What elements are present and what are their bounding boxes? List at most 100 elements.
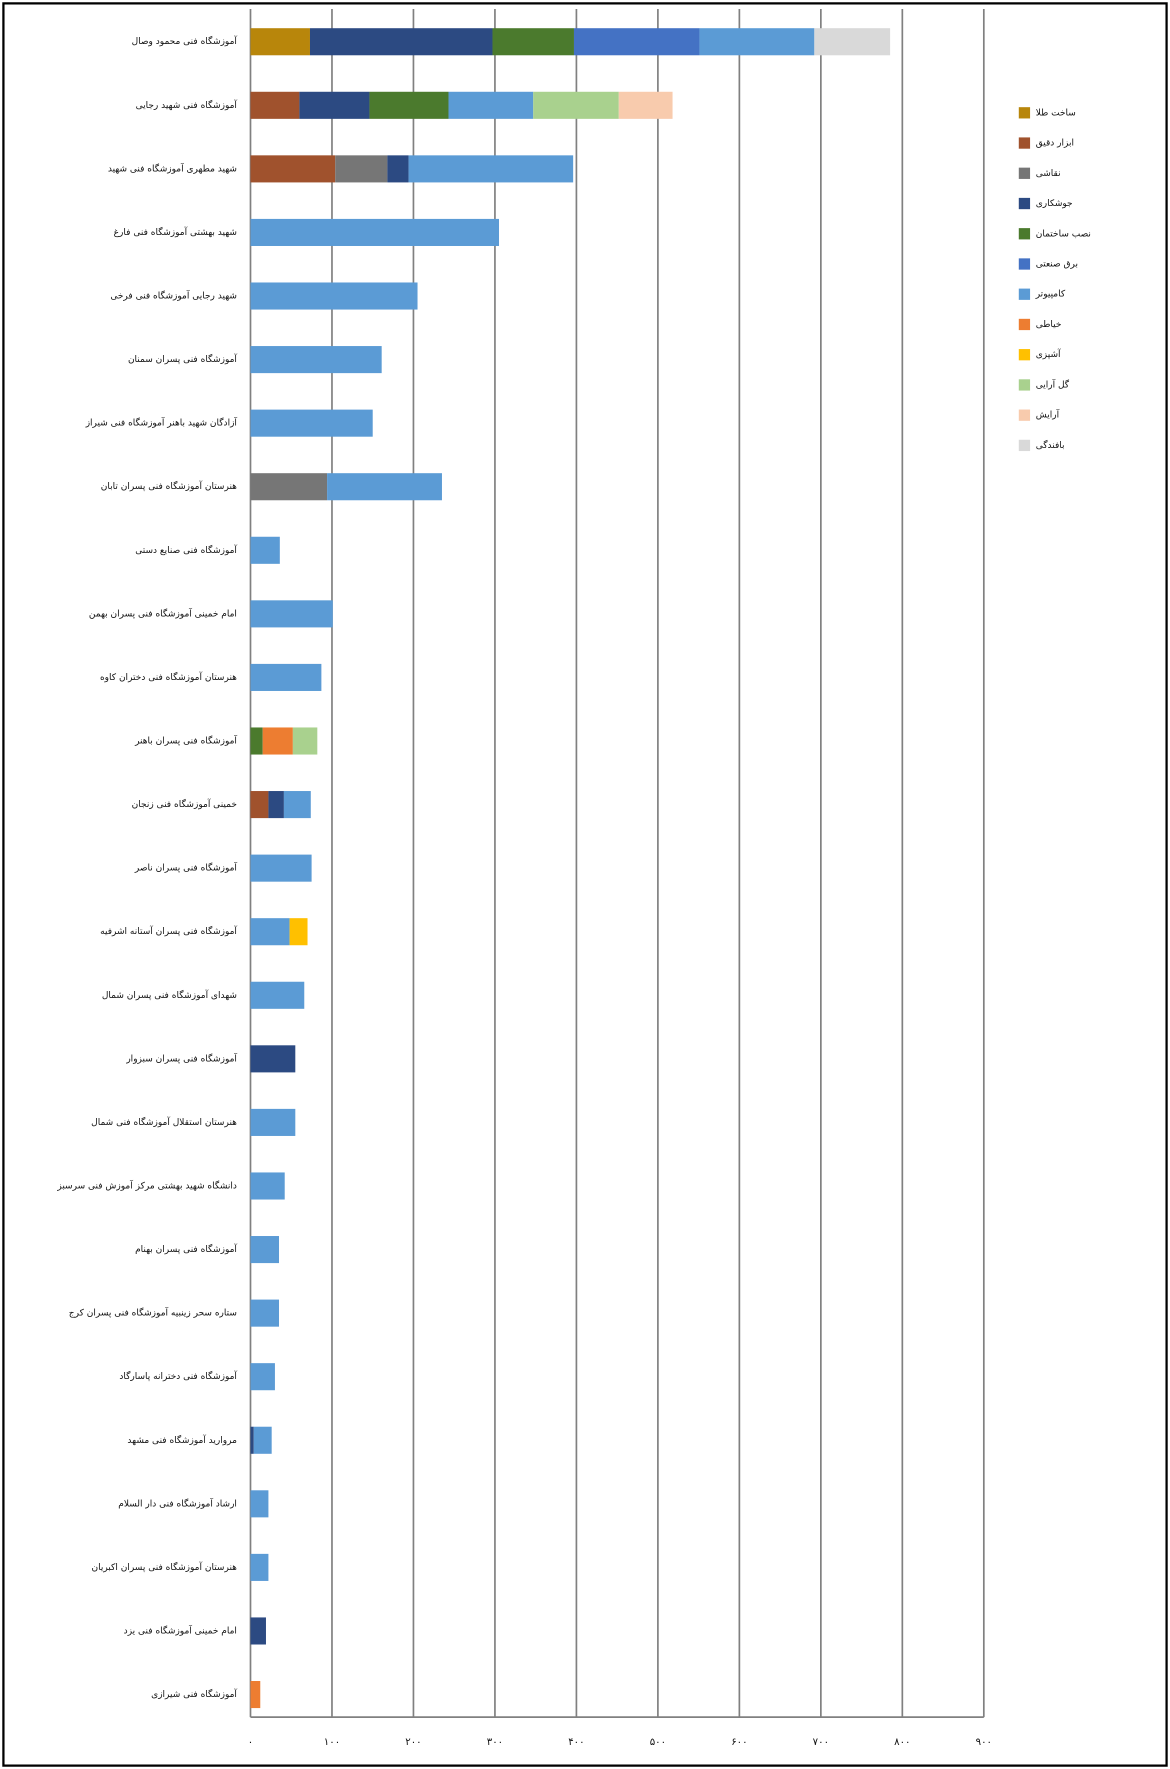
legend-swatch <box>1018 107 1031 119</box>
y-tick-label: امام خمینی آموزشگاه فنی یزد <box>124 1624 237 1636</box>
x-tick-label: ۰ <box>248 1737 253 1748</box>
y-tick-label: آموزشگاه فنی شهید رجایی <box>136 99 238 111</box>
y-tick-label: آموزشگاه فنی شیرازی <box>151 1688 237 1700</box>
bar-segment <box>250 473 328 501</box>
legend-label: آرایش <box>1036 409 1060 421</box>
legend-swatch <box>1018 318 1031 331</box>
legend-swatch <box>1018 288 1031 300</box>
y-tick-label: آموزشگاه فنی صنایع دستی <box>135 544 237 556</box>
bar-segment <box>250 28 310 56</box>
legend-swatch <box>1018 379 1031 391</box>
bar-segment <box>250 1045 296 1073</box>
legend-swatch <box>1018 258 1031 270</box>
bar-segment <box>250 1681 261 1709</box>
bar-segment <box>250 1299 280 1327</box>
bar-segment <box>448 91 534 119</box>
y-tick-label: مروارید آموزشگاه فنی مشهد <box>127 1434 237 1446</box>
legend-swatch <box>1018 349 1031 361</box>
legend-label: نقاشی <box>1036 169 1061 179</box>
y-tick-label: هنرستان استقلال آموزشگاه فنی شمال <box>91 1116 237 1128</box>
bar-segment <box>250 1172 285 1200</box>
bar-segment <box>327 473 442 501</box>
bar-segment <box>262 727 293 755</box>
y-tick-label: ستاره سحر زینبیه آموزشگاه فنی پسران کرج <box>69 1307 237 1319</box>
y-tick-label: شهید رجایی آموزشگاه فنی فرخی <box>110 290 237 302</box>
legend-label: کامپیوتر <box>1035 290 1066 300</box>
bar-segment <box>299 91 370 119</box>
y-tick-label: خمینی آموزشگاه فنی زنجان <box>132 798 237 810</box>
y-tick-label: دانشگاه شهید بهشتی مرکز آموزش فنی سرسبز <box>56 1179 237 1191</box>
x-tick-label: ۷۰۰ <box>813 1737 829 1748</box>
x-tick-label: ۵۰۰ <box>650 1737 666 1748</box>
bar-segment <box>283 791 311 819</box>
bar-segment <box>250 1426 254 1454</box>
x-tick-label: ۹۰۰ <box>976 1737 992 1748</box>
legend-label: جوشکاری <box>1036 199 1073 209</box>
bar-segment <box>250 282 418 310</box>
bar-segment <box>250 600 333 628</box>
bar-segment <box>250 854 312 882</box>
y-tick-label: امام خمینی آموزشگاه فنی پسران بهمن <box>89 607 237 619</box>
bar-segment <box>250 218 500 246</box>
bar-segment <box>289 918 308 946</box>
bar-segment <box>618 91 673 119</box>
bar-segment <box>292 727 318 755</box>
legend-swatch <box>1018 197 1031 210</box>
y-tick-label: آموزشگاه فنی محمود وصال <box>132 35 238 47</box>
y-tick-label: آموزشگاه فنی پسران باهنر <box>134 735 237 747</box>
bar-segment <box>387 155 409 183</box>
legend-swatch <box>1018 409 1031 421</box>
legend-label: نصب ساختمان <box>1036 229 1091 239</box>
y-tick-label: آزادگان شهید باهنر آموزشگاه فنی شیراز <box>85 417 238 429</box>
y-tick-label: آموزشگاه فنی پسران آستانه اشرفیه <box>100 925 237 937</box>
y-tick-label: آموزشگاه فنی پسران سبزوار <box>125 1052 237 1064</box>
legend-label: ابزار دقیق <box>1036 139 1074 149</box>
bar-segment <box>250 663 322 691</box>
legend-label: آشپزی <box>1036 348 1061 360</box>
legend-label: برق صنعتی <box>1036 259 1078 269</box>
bar-segment <box>250 1363 275 1391</box>
bar-segment <box>250 1108 296 1136</box>
bar-segment <box>250 1236 280 1264</box>
bar-segment <box>250 727 263 755</box>
bar-segment <box>250 409 373 437</box>
bar-segment <box>250 1490 269 1518</box>
bar-segment <box>492 28 574 56</box>
x-tick-label: ۳۰۰ <box>487 1737 503 1748</box>
bar-segment <box>369 91 449 119</box>
bar-segment <box>250 1617 266 1645</box>
bar-segment <box>250 91 300 119</box>
legend-swatch <box>1018 228 1031 240</box>
legend-swatch <box>1018 137 1031 149</box>
bar-segment <box>814 28 891 56</box>
y-tick-label: آموزشگاه فنی پسران بهنام <box>135 1243 237 1255</box>
bar-segment <box>250 1553 269 1581</box>
bar-segment <box>408 155 574 183</box>
y-tick-label: آموزشگاه فنی پسران سمنان <box>128 353 237 365</box>
x-tick-label: ۸۰۰ <box>894 1737 910 1748</box>
legend-swatch <box>1018 167 1031 179</box>
legend-label: ساخت طلا <box>1036 108 1076 118</box>
x-tick-label: ۶۰۰ <box>731 1737 747 1748</box>
x-tick-label: ۲۰۰ <box>405 1737 421 1748</box>
y-tick-label: آموزشگاه فنی دخترانه پاسارگاد <box>119 1370 237 1382</box>
y-tick-label: ارشاد آموزشگاه فنی دار السلام <box>118 1497 237 1509</box>
bar-segment <box>268 791 284 819</box>
y-tick-label: شهدای آموزشگاه فنی پسران شمال <box>102 989 237 1001</box>
x-tick-label: ۱۰۰ <box>324 1737 340 1748</box>
bar-segment <box>250 918 290 946</box>
bar-segment <box>250 536 280 564</box>
bar-segment <box>250 155 336 183</box>
y-tick-label: شهید بهشتی آموزشگاه فنی فارغ <box>114 226 237 238</box>
bar-segment <box>309 28 493 56</box>
y-tick-label: هنرستان آموزشگاه فنی پسران اکبریان <box>91 1561 237 1573</box>
bar-segment <box>250 346 382 374</box>
x-tick-label: ۴۰۰ <box>568 1737 584 1748</box>
bar-segment <box>250 791 269 819</box>
legend-label: بافندگی <box>1036 439 1065 451</box>
y-tick-label: هنرستان آموزشگاه فنی پسران تابان <box>101 480 237 492</box>
bar-segment <box>533 91 619 119</box>
legend-swatch <box>1018 439 1031 452</box>
